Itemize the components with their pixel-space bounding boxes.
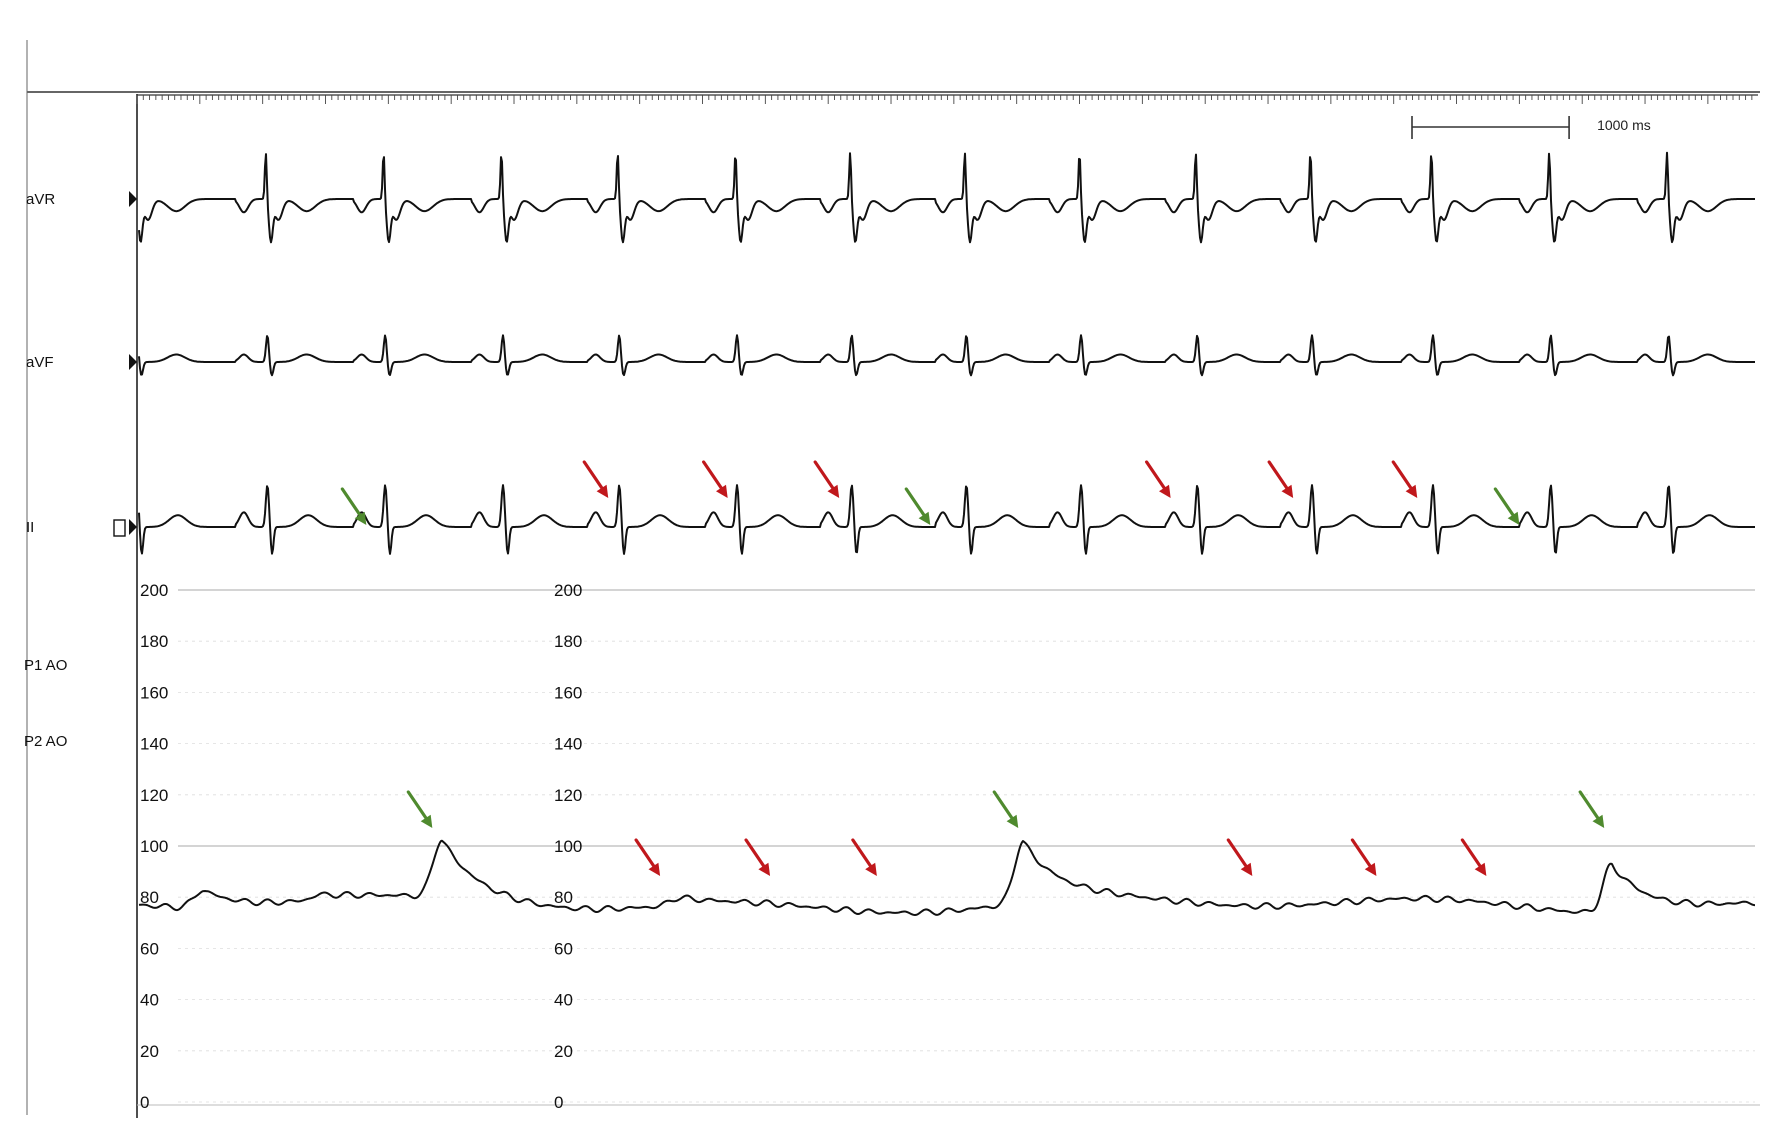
red-arrow-pressure-3-shaft [851,838,876,873]
red-arrow-pressure-1-shaft [634,838,659,873]
red-arrow-lead-ii-3 [813,460,840,498]
red-arrow-lead-ii-4-head [1159,484,1171,498]
red-arrow-lead-ii-1 [582,460,609,498]
y-tick-label-p2-200: 200 [554,581,582,600]
red-arrow-lead-ii-1-shaft [582,460,607,495]
red-arrow-pressure-5 [1350,838,1377,876]
red-arrow-lead-ii-4 [1145,460,1171,498]
red-arrow-pressure-6-shaft [1460,838,1485,873]
lead-label-avf: aVF [26,354,54,371]
time-scale-bar: 1000 ms [1411,116,1651,139]
y-tick-label-p1-60: 60 [140,939,159,958]
red-arrow-pressure-6-head [1474,862,1487,876]
lead-marker-avf [129,354,137,370]
red-arrow-pressure-2-shaft [744,838,769,873]
green-arrow-pressure-2-head [1006,814,1019,828]
ecg-trace-ii [138,484,1755,555]
y-tick-label-p2-100: 100 [554,837,582,856]
pressure-grid [178,589,1755,1103]
red-arrow-lead-ii-2 [702,460,728,498]
y-tick-label-p2-160: 160 [554,683,582,702]
green-arrow-lead-ii-3-shaft [1493,487,1518,522]
y-tick-label-p1-200: 200 [140,581,168,600]
y-tick-label-p1-20: 20 [140,1042,159,1061]
green-arrow-lead-ii-1 [340,487,367,525]
y-tick-label-p2-140: 140 [554,735,582,754]
y-tick-label-p1-80: 80 [140,888,159,907]
time-ruler [136,94,1758,104]
y-tick-label-p1-40: 40 [140,991,159,1010]
green-arrow-pressure-1-head [420,814,433,828]
y-tick-label-p1-180: 180 [140,632,168,651]
time-scale-label: 1000 ms [1597,117,1651,133]
red-arrow-lead-ii-5-head [1281,484,1294,498]
green-arrow-pressure-1 [406,790,433,828]
green-arrow-pressure-1-shaft [406,790,431,825]
red-arrow-pressure-3-head [865,862,877,876]
lead-label-avr: aVR [26,191,56,208]
ecg-trace-avf [138,334,1755,377]
pressure-label-p1-ao: P1 AO [24,657,68,674]
green-arrow-pressure-3-head [1592,814,1605,828]
y-tick-label-p2-180: 180 [554,632,582,651]
ecg-trace-avr [138,151,1755,244]
green-arrow-lead-ii-2-head [918,511,931,525]
green-arrow-lead-ii-1-head [354,511,367,525]
red-arrow-pressure-4 [1226,838,1253,876]
green-arrow-lead-ii-3 [1493,487,1520,525]
y-tick-label-p2-120: 120 [554,786,582,805]
red-arrow-pressure-2 [744,838,771,876]
red-arrow-pressure-3 [851,838,877,876]
red-arrow-pressure-1-head [648,862,661,876]
lead-marker-ii [129,519,137,535]
y-tick-label-p2-20: 20 [554,1042,573,1061]
y-tick-label-p2-80: 80 [554,888,573,907]
lead-label-ii: II [26,519,35,536]
y-tick-label-p2-0: 0 [554,1093,563,1112]
red-arrow-lead-ii-3-shaft [813,460,838,495]
annotation-arrows [340,460,1605,876]
green-arrow-lead-ii-1-shaft [340,487,365,522]
green-arrow-lead-ii-2-shaft [904,487,929,522]
green-arrow-pressure-3-shaft [1578,790,1603,825]
red-arrow-lead-ii-5 [1267,460,1294,498]
red-arrow-pressure-6 [1460,838,1487,876]
lead-ii-marker-box [113,519,126,537]
y-tick-label-p1-120: 120 [140,786,168,805]
lead-marker-avr [129,191,137,207]
y-tick-label-p1-100: 100 [140,837,168,856]
green-arrow-lead-ii-2 [904,487,931,525]
recording-frame [26,40,1760,1118]
red-arrow-lead-ii-2-head [716,484,728,498]
red-arrow-lead-ii-1-head [596,484,609,498]
red-arrow-lead-ii-3-head [827,484,840,498]
green-arrow-pressure-2-shaft [992,790,1017,825]
red-arrow-lead-ii-4-shaft [1145,460,1170,495]
y-tick-label-p2-60: 60 [554,939,573,958]
red-arrow-lead-ii-6-shaft [1391,460,1416,495]
traces [113,151,1755,916]
red-arrow-pressure-5-head [1364,862,1377,876]
pressure-label-p2-ao: P2 AO [24,733,68,750]
red-arrow-pressure-1 [634,838,661,876]
red-arrow-pressure-2-head [758,862,771,876]
red-arrow-pressure-5-shaft [1350,838,1376,873]
y-tick-label-p1-160: 160 [140,683,168,702]
red-arrow-pressure-4-shaft [1226,838,1251,873]
y-tick-label-p1-0: 0 [140,1093,149,1112]
red-arrow-lead-ii-6-head [1405,484,1418,498]
red-arrow-lead-ii-6 [1391,460,1418,498]
green-arrow-pressure-2 [992,790,1019,828]
y-tick-label-p2-40: 40 [554,991,573,1010]
y-tick-label-p1-140: 140 [140,735,168,754]
green-arrow-lead-ii-3-head [1507,511,1520,525]
red-arrow-pressure-4-head [1240,862,1253,876]
aortic-pressure-trace [138,839,1755,916]
red-arrow-lead-ii-5-shaft [1267,460,1292,495]
green-arrow-pressure-3 [1578,790,1605,828]
red-arrow-lead-ii-2-shaft [702,460,727,495]
